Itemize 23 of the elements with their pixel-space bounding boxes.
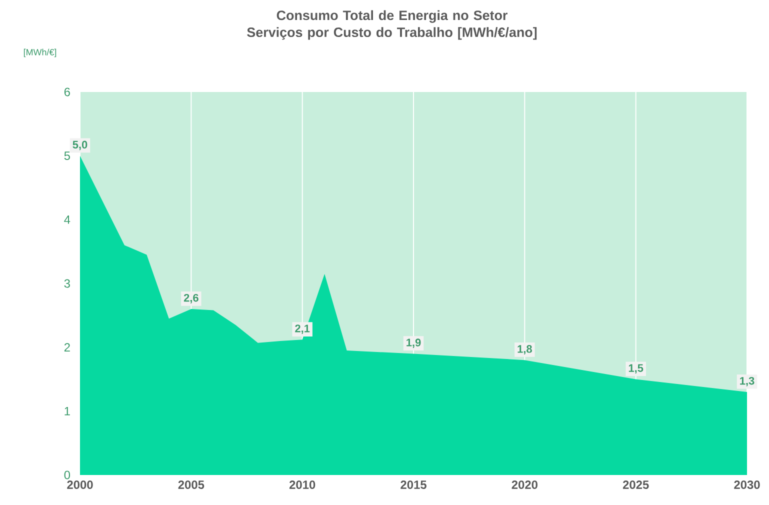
data-label: 5,0 [72,140,88,150]
data-label: 2,1 [295,324,310,334]
data-label: 2,6 [184,294,198,304]
data-label: 1,3 [740,376,754,386]
x-tick-label: 2015 [400,480,426,489]
chart-title: Consumo Total de Energia no Setor Serviços por Custo do Trabalho [MWh/€/ano] [247,10,537,40]
y-tick-label: 0 [64,470,70,480]
y-tick-label: 6 [64,88,70,96]
y-tick-label: 3 [64,279,70,288]
y-axis-title: [MWh/€] [24,48,56,58]
y-tick-label: 5 [64,152,70,160]
x-tick-label: 2020 [512,480,538,489]
x-tick-label: 2025 [622,480,649,489]
data-label: 1,8 [518,345,532,354]
y-tick-label: 4 [64,216,70,224]
x-tick-label: 2000 [67,480,93,489]
y-tick-label: 2 [64,343,70,352]
data-label: 1,5 [628,364,644,374]
data-label: 1,9 [406,338,421,348]
x-tick-label: 2005 [178,480,204,489]
x-tick-label: 2010 [289,480,316,489]
y-tick-label: 1 [64,407,70,416]
x-tick-label: 2030 [734,480,760,489]
